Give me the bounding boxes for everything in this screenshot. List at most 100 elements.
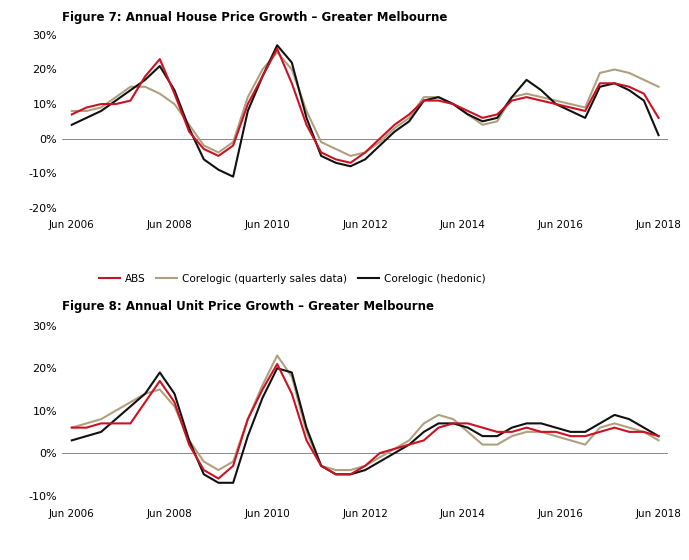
Corelogic (quarterly sales data) xyxy=(581,104,589,111)
Corelogic (hedonic) xyxy=(347,163,355,170)
Corelogic (hedonic) xyxy=(434,94,442,100)
Corelogic (hedonic) xyxy=(126,403,134,410)
ABS xyxy=(464,108,472,114)
Corelogic (quarterly sales data) xyxy=(464,111,472,118)
Corelogic (hedonic) xyxy=(537,87,545,94)
Corelogic (quarterly sales data) xyxy=(640,428,648,435)
ABS xyxy=(361,463,369,469)
Corelogic (quarterly sales data) xyxy=(478,441,486,448)
Corelogic (hedonic) xyxy=(478,118,486,125)
ABS xyxy=(97,420,105,427)
Corelogic (quarterly sales data) xyxy=(596,69,604,76)
Line: Corelogic (hedonic): Corelogic (hedonic) xyxy=(72,368,659,483)
Corelogic (quarterly sales data) xyxy=(625,424,633,431)
Corelogic (quarterly sales data) xyxy=(522,90,531,97)
Corelogic (hedonic) xyxy=(625,416,633,422)
ABS xyxy=(112,101,120,108)
ABS xyxy=(258,386,267,393)
Corelogic (hedonic) xyxy=(244,433,252,440)
Corelogic (quarterly sales data) xyxy=(361,463,369,469)
Legend: ABS, Corelogic (quarterly sales data), Corelogic (hedonic): ABS, Corelogic (quarterly sales data), C… xyxy=(95,269,490,288)
Corelogic (hedonic) xyxy=(97,428,105,435)
Corelogic (quarterly sales data) xyxy=(655,83,663,90)
ABS xyxy=(317,463,325,469)
ABS xyxy=(420,437,428,444)
Line: ABS: ABS xyxy=(72,364,659,479)
ABS xyxy=(493,111,502,118)
Corelogic (quarterly sales data) xyxy=(625,69,633,76)
ABS xyxy=(640,90,648,97)
Corelogic (hedonic) xyxy=(141,77,150,83)
Corelogic (quarterly sales data) xyxy=(97,104,105,111)
Corelogic (quarterly sales data) xyxy=(97,416,105,422)
Corelogic (quarterly sales data) xyxy=(508,433,516,440)
Corelogic (hedonic) xyxy=(317,152,325,159)
Corelogic (quarterly sales data) xyxy=(655,437,663,444)
Corelogic (quarterly sales data) xyxy=(434,412,442,418)
Corelogic (quarterly sales data) xyxy=(405,437,413,444)
Corelogic (hedonic) xyxy=(244,108,252,114)
Corelogic (quarterly sales data) xyxy=(112,94,120,100)
Corelogic (hedonic) xyxy=(82,433,90,440)
Corelogic (hedonic) xyxy=(478,433,486,440)
Corelogic (quarterly sales data) xyxy=(522,428,531,435)
Corelogic (hedonic) xyxy=(258,73,267,80)
ABS xyxy=(434,97,442,104)
Corelogic (hedonic) xyxy=(391,450,399,456)
Corelogic (hedonic) xyxy=(449,420,457,427)
Corelogic (quarterly sales data) xyxy=(434,94,442,100)
Corelogic (hedonic) xyxy=(640,97,648,104)
ABS xyxy=(214,152,223,159)
Corelogic (hedonic) xyxy=(391,128,399,135)
Corelogic (hedonic) xyxy=(317,463,325,469)
Corelogic (quarterly sales data) xyxy=(376,454,384,461)
Corelogic (quarterly sales data) xyxy=(610,66,619,73)
Corelogic (hedonic) xyxy=(566,428,575,435)
Corelogic (hedonic) xyxy=(420,97,428,104)
Corelogic (hedonic) xyxy=(581,428,589,435)
ABS xyxy=(170,90,178,97)
Text: Figure 8: Annual Unit Price Growth – Greater Melbourne: Figure 8: Annual Unit Price Growth – Gre… xyxy=(62,300,434,314)
Corelogic (hedonic) xyxy=(200,471,208,478)
Corelogic (quarterly sales data) xyxy=(596,424,604,431)
Corelogic (hedonic) xyxy=(97,108,105,114)
Corelogic (quarterly sales data) xyxy=(170,403,178,410)
Line: ABS: ABS xyxy=(72,49,659,163)
Corelogic (quarterly sales data) xyxy=(273,352,281,359)
ABS xyxy=(522,94,531,100)
Corelogic (hedonic) xyxy=(493,433,502,440)
ABS xyxy=(537,97,545,104)
ABS xyxy=(596,80,604,87)
Corelogic (quarterly sales data) xyxy=(229,139,237,146)
ABS xyxy=(68,111,76,118)
Line: Corelogic (hedonic): Corelogic (hedonic) xyxy=(72,45,659,176)
ABS xyxy=(552,428,560,435)
Corelogic (hedonic) xyxy=(434,420,442,427)
Corelogic (hedonic) xyxy=(68,122,76,128)
Line: Corelogic (quarterly sales data): Corelogic (quarterly sales data) xyxy=(72,356,659,470)
ABS xyxy=(464,420,472,427)
Line: Corelogic (quarterly sales data): Corelogic (quarterly sales data) xyxy=(72,52,659,156)
Corelogic (hedonic) xyxy=(185,125,194,132)
ABS xyxy=(655,114,663,121)
Corelogic (hedonic) xyxy=(508,424,516,431)
ABS xyxy=(640,428,648,435)
Corelogic (quarterly sales data) xyxy=(566,437,575,444)
Corelogic (hedonic) xyxy=(214,166,223,173)
Corelogic (hedonic) xyxy=(610,80,619,87)
Corelogic (quarterly sales data) xyxy=(610,420,619,427)
ABS xyxy=(141,73,150,80)
ABS xyxy=(214,475,223,482)
Corelogic (quarterly sales data) xyxy=(391,446,399,452)
ABS xyxy=(391,446,399,452)
Corelogic (quarterly sales data) xyxy=(185,122,194,128)
ABS xyxy=(82,424,90,431)
ABS xyxy=(508,428,516,435)
Corelogic (quarterly sales data) xyxy=(347,466,355,473)
Corelogic (quarterly sales data) xyxy=(537,428,545,435)
Corelogic (quarterly sales data) xyxy=(493,441,502,448)
ABS xyxy=(420,97,428,104)
Corelogic (hedonic) xyxy=(596,420,604,427)
ABS xyxy=(302,437,311,444)
Corelogic (hedonic) xyxy=(156,63,164,69)
